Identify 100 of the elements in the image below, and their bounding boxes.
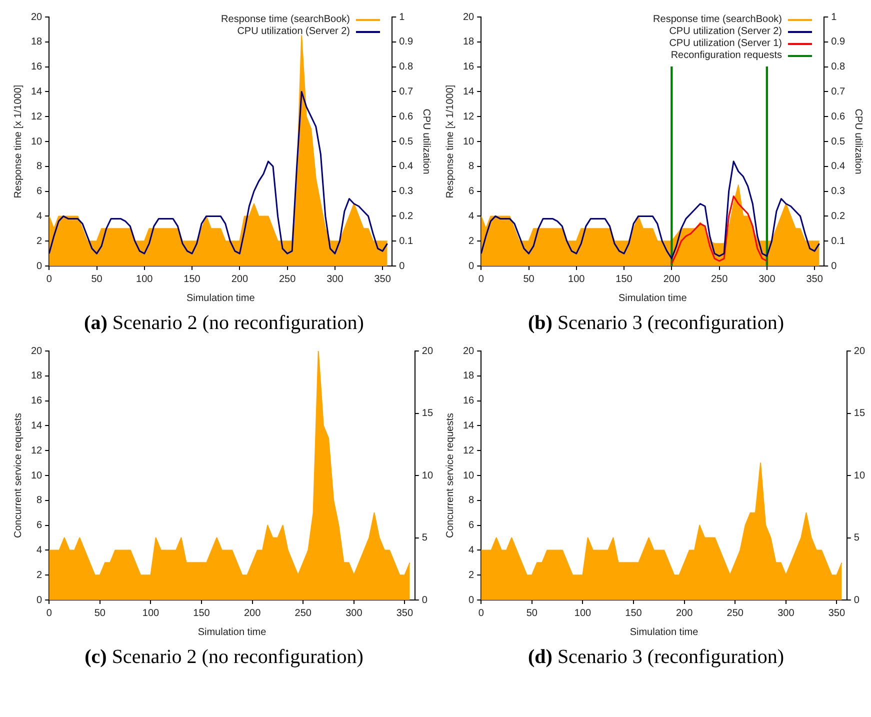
y2-tick-label: 20 [854, 346, 866, 357]
y-tick-label: 4 [468, 544, 475, 556]
y2-tick-label: 0.1 [399, 236, 414, 247]
x-tick-label: 250 [726, 608, 744, 619]
x-tick-label: 150 [193, 608, 210, 619]
x-tick-label: 250 [710, 274, 728, 285]
y-tick-label: 12 [31, 111, 43, 122]
legend-label: Response time (searchBook) [221, 14, 350, 26]
legend-label: CPU utilization (Server 2) [237, 26, 350, 38]
y2-tick-label: 0.5 [399, 136, 414, 148]
y-tick-label: 0 [36, 260, 43, 272]
y-tick-label: 20 [463, 346, 475, 357]
x-tick-label: 200 [663, 274, 680, 285]
x-tick-label: 0 [478, 608, 484, 619]
legend-label: CPU utilization (Server 2) [669, 26, 782, 38]
x-tick-label: 0 [478, 274, 484, 285]
y-tick-label: 4 [36, 544, 43, 556]
y2-tick-label: 0 [854, 594, 860, 606]
y-tick-label: 14 [463, 86, 475, 98]
y-tick-label: 0 [36, 594, 43, 606]
y-tick-label: 16 [463, 62, 475, 73]
x-tick-label: 300 [758, 274, 776, 285]
x-tick-label: 150 [616, 274, 633, 285]
x-tick-label: 100 [142, 608, 160, 619]
y-tick-label: 14 [31, 420, 43, 432]
y-tick-label: 18 [31, 370, 43, 382]
y-tick-label: 12 [463, 111, 475, 122]
y-tick-label: 20 [31, 346, 43, 357]
y-tick-label: 2 [468, 236, 475, 247]
y2-tick-label: 0.2 [831, 210, 846, 222]
y2-axis-title: CPU utilization [852, 108, 864, 174]
y-tick-label: 6 [36, 520, 43, 532]
x-axis-title: Simulation time [186, 292, 256, 304]
x-tick-label: 150 [625, 608, 642, 619]
y-axis-title: Concurrent service requests [12, 412, 24, 538]
x-tick-label: 50 [91, 274, 103, 285]
y2-tick-label: 20 [422, 346, 434, 357]
x-tick-label: 50 [523, 274, 535, 285]
y2-tick-label: 0.9 [399, 36, 414, 48]
y-tick-label: 18 [463, 36, 475, 48]
y-tick-label: 16 [463, 396, 475, 407]
y-tick-label: 4 [468, 210, 475, 222]
y2-tick-label: 0.7 [831, 86, 846, 98]
x-tick-label: 350 [828, 608, 846, 619]
y-tick-label: 14 [463, 420, 475, 432]
y-tick-label: 16 [31, 396, 43, 407]
x-tick-label: 150 [184, 274, 201, 285]
y-tick-label: 2 [468, 570, 475, 581]
y2-tick-label: 0.2 [399, 210, 414, 222]
x-tick-label: 350 [374, 274, 392, 285]
x-tick-label: 350 [806, 274, 824, 285]
y2-tick-label: 1 [399, 12, 406, 23]
x-tick-label: 0 [46, 274, 52, 285]
text: (d) Scenario 3 (reconfiguration) [526, 645, 786, 670]
legend-label: Reconfiguration requests [670, 50, 782, 62]
y2-tick-label: 0.6 [399, 111, 414, 122]
x-tick-label: 100 [574, 608, 592, 619]
y2-tick-label: 0.6 [831, 111, 846, 122]
y-tick-label: 4 [36, 210, 43, 222]
x-tick-label: 200 [244, 608, 262, 619]
x-axis-title: Simulation time [198, 626, 267, 638]
y2-tick-label: 0.9 [831, 36, 846, 48]
y-tick-label: 18 [31, 36, 43, 48]
y2-tick-label: 0.3 [399, 186, 414, 198]
x-tick-label: 0 [46, 608, 52, 619]
y2-tick-label: 0.7 [399, 86, 414, 98]
x-tick-label: 250 [294, 608, 312, 619]
y2-tick-label: 15 [854, 408, 866, 419]
x-axis-title: Simulation time [618, 292, 688, 304]
y2-tick-label: 0 [399, 260, 406, 272]
x-tick-label: 100 [568, 274, 586, 285]
x-tick-label: 250 [278, 274, 296, 285]
x-tick-label: 100 [136, 274, 154, 285]
y-axis-title: Concurrent service requests [444, 412, 456, 538]
text: (a) Scenario 2 (no reconfiguration) [83, 311, 365, 336]
y2-tick-label: 1 [831, 12, 838, 23]
y-tick-label: 16 [31, 62, 43, 73]
y-tick-label: 8 [36, 495, 43, 506]
text: (b) Scenario 3 (reconfiguration) [526, 311, 786, 336]
y-tick-label: 12 [31, 445, 43, 456]
y2-tick-label: 10 [422, 470, 434, 482]
y2-tick-label: 0.1 [831, 236, 846, 247]
x-tick-label: 300 [326, 274, 344, 285]
y2-tick-label: 0.8 [831, 62, 846, 73]
y-tick-label: 8 [468, 495, 475, 506]
y-tick-label: 6 [468, 186, 475, 198]
y-tick-label: 20 [31, 12, 43, 23]
y2-tick-label: 5 [422, 532, 428, 544]
y-tick-label: 14 [31, 86, 43, 98]
y2-axis-title: CPU utilization [420, 108, 432, 174]
text: (c) Scenario 2 (no reconfiguration) [84, 645, 364, 670]
y-tick-label: 6 [36, 186, 43, 198]
y2-tick-label: 0.4 [399, 161, 414, 172]
x-tick-label: 50 [526, 608, 538, 619]
y-tick-label: 10 [463, 470, 475, 482]
y-tick-label: 2 [36, 570, 43, 581]
y2-tick-label: 0.5 [831, 136, 846, 148]
legend-label: CPU utilization (Server 1) [669, 38, 782, 50]
y-tick-label: 20 [463, 12, 475, 23]
y-tick-label: 6 [468, 520, 475, 532]
